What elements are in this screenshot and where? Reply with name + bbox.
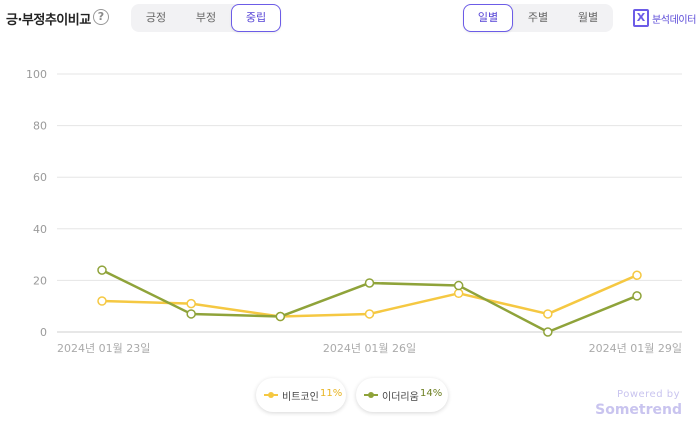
data-point [186,309,196,319]
trend-line-chart: 0 20 40 60 80 100 2024년 01월 23일 2024년 01월 26일 20… [26,68,682,355]
tab-neutral[interactable]: 중립 [231,4,281,32]
export-data-label: 분석데이터 [652,15,697,26]
data-point [364,278,375,288]
data-point [632,270,642,280]
tab-monthly[interactable]: 월별 [577,11,599,24]
legend-percent: 11% [320,388,343,399]
data-point [97,265,107,275]
tab-negative[interactable]: 부정 [195,11,217,24]
data-point [453,288,464,299]
legend-item-ethereum[interactable]: 이더리움 14% [356,378,448,412]
help-icon[interactable]: ? [93,9,109,25]
data-point [453,280,464,291]
data-point [543,327,553,337]
series-marker-icon [264,392,278,398]
tab-positive[interactable]: 긍정 [145,11,167,24]
sentiment-tab-group: 긍정 부정 중립 [131,4,281,32]
y-tick-label: 60 [33,171,47,184]
powered-by-label: Powered by [617,389,680,400]
y-tick-label: 20 [33,274,47,287]
y-tick-label: 100 [26,68,47,81]
x-tick-label: 2024년 01월 26일 [323,341,416,355]
y-tick-label: 80 [33,120,47,133]
data-point [186,298,196,309]
legend-percent: 14% [420,388,443,399]
x-tick-label: 2024년 01월 29일 [589,341,682,355]
period-tab-group: 일별 주별 월별 [463,4,613,32]
series-marker-icon [364,392,378,398]
page-title: 긍·부정추이비교 [6,13,91,28]
y-tick-label: 0 [40,326,47,339]
brand-logo: Sometrend [595,402,682,418]
tab-weekly[interactable]: 주별 [527,11,549,24]
data-point [632,291,642,301]
data-point [97,296,107,306]
tab-daily[interactable]: 일별 [463,4,513,32]
legend-label: 비트코인 [282,392,319,403]
legend-item-bitcoin[interactable]: 비트코인 11% [256,378,346,412]
excel-icon: X [633,9,649,27]
data-point [275,311,286,322]
legend-label: 이더리움 [382,392,419,403]
y-tick-label: 40 [33,223,47,236]
data-point [364,309,375,319]
data-point [543,309,553,319]
x-tick-label: 2024년 01월 23일 [57,341,150,355]
